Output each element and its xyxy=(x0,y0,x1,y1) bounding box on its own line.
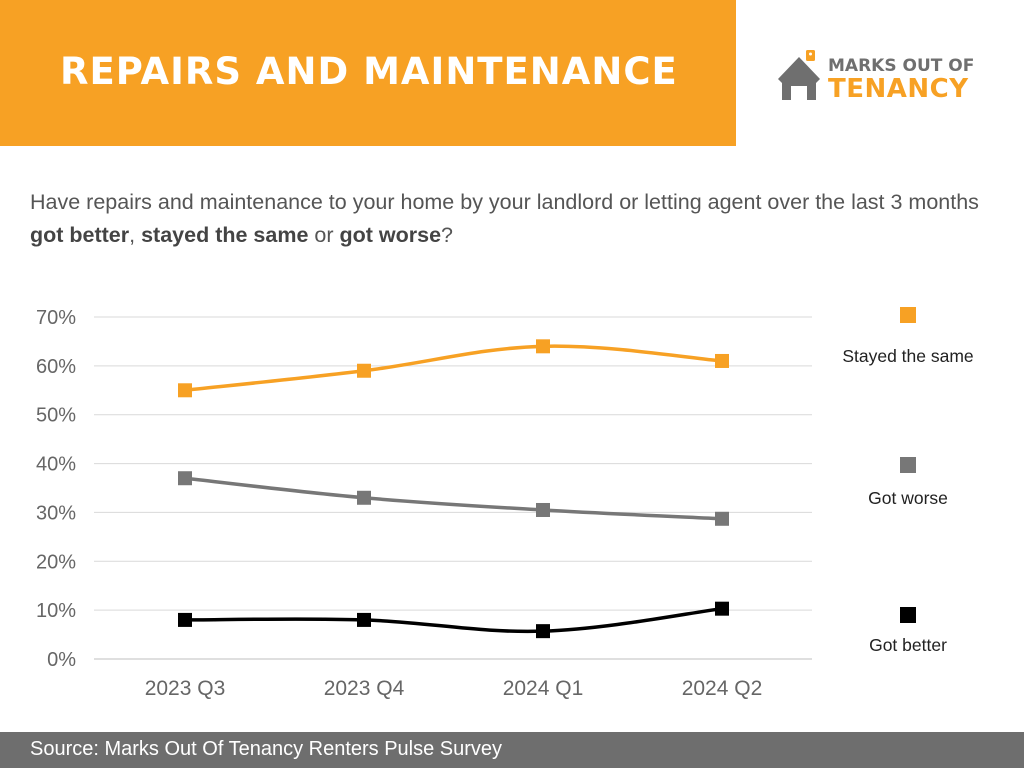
data-point-stayed-the-same xyxy=(715,353,729,368)
y-tick-label: 30% xyxy=(36,502,76,524)
question-option-better: got better xyxy=(30,223,130,247)
data-point-got-worse xyxy=(178,471,192,486)
x-tick-label: 2023 Q3 xyxy=(145,677,226,700)
legend-label-got-worse: Got worse xyxy=(868,488,948,508)
logo-text-bottom: TENANCY xyxy=(828,74,969,104)
data-point-stayed-the-same xyxy=(536,339,550,354)
legend-label-got-better: Got better xyxy=(869,635,947,655)
question-text: Have repairs and maintenance to your hom… xyxy=(30,190,979,214)
question-sep-1: , xyxy=(129,223,142,247)
x-tick-label: 2024 Q1 xyxy=(503,677,584,700)
y-tick-label: 10% xyxy=(36,600,76,622)
question-end: ? xyxy=(441,223,453,247)
series-line-got-worse xyxy=(184,476,723,521)
header-band: REPAIRS AND MAINTENANCE xyxy=(0,0,736,146)
x-tick-label: 2024 Q2 xyxy=(682,677,763,700)
house-logo-icon xyxy=(778,50,820,100)
data-point-got-better xyxy=(357,612,371,627)
source-note: Source: Marks Out Of Tenancy Renters Pul… xyxy=(30,738,503,760)
logo-text-top: MARKS OUT OF xyxy=(828,56,975,76)
legend-label-stayed-the-same: Stayed the same xyxy=(842,346,973,366)
data-point-got-worse xyxy=(536,502,550,517)
legend-marker-got-better xyxy=(900,607,916,623)
footer-bar: Source: Marks Out Of Tenancy Renters Pul… xyxy=(0,732,1024,768)
data-point-stayed-the-same xyxy=(178,383,192,398)
data-point-got-better xyxy=(178,612,192,627)
data-point-stayed-the-same xyxy=(357,363,371,378)
page-title: REPAIRS AND MAINTENANCE xyxy=(60,50,678,93)
legend-marker-stayed-the-same xyxy=(900,307,916,323)
legend-marker-got-worse xyxy=(900,457,916,473)
line-chart: 0% 10% 20% 30% 40% 50% 60% 70% 2023 Q3 2023 Q4 202… xyxy=(36,307,974,700)
brand-logo: MARKS OUT OF TENANCY xyxy=(778,48,998,108)
y-tick-label: 60% xyxy=(36,356,76,378)
series-line-got-better xyxy=(184,606,723,634)
data-point-got-worse xyxy=(357,490,371,505)
x-tick-label: 2023 Q4 xyxy=(324,677,405,700)
data-point-got-better xyxy=(536,624,550,639)
survey-question: Have repairs and maintenance to your hom… xyxy=(30,186,1000,252)
question-option-same: stayed the same xyxy=(141,223,309,247)
y-tick-label: 0% xyxy=(47,649,76,671)
series-line-stayed-the-same xyxy=(184,344,723,393)
question-sep-2: or xyxy=(308,223,340,247)
data-point-got-worse xyxy=(715,511,729,526)
question-option-worse: got worse xyxy=(339,223,442,247)
y-tick-label: 70% xyxy=(36,307,76,329)
data-point-got-better xyxy=(715,601,729,616)
y-tick-label: 50% xyxy=(36,405,76,427)
y-tick-label: 20% xyxy=(36,551,76,573)
y-tick-label: 40% xyxy=(36,454,76,476)
